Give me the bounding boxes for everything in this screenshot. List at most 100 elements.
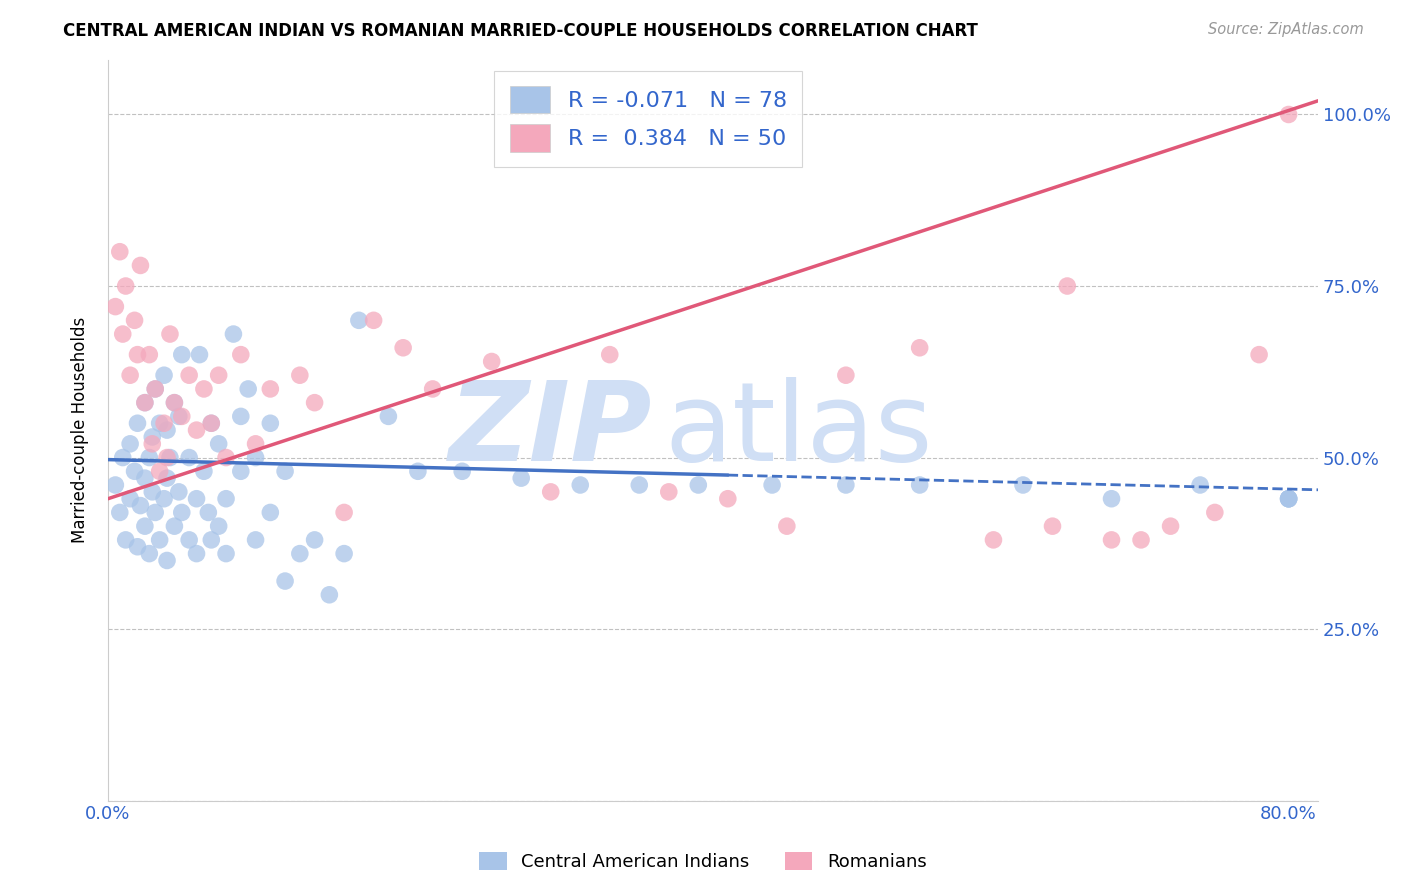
Point — [377, 409, 399, 424]
Point — [304, 533, 326, 547]
Point — [222, 326, 245, 341]
Point — [245, 533, 267, 547]
Point — [153, 416, 176, 430]
Point — [208, 368, 231, 383]
Point — [138, 450, 160, 465]
Point — [333, 505, 356, 519]
Point — [149, 464, 172, 478]
Point — [1278, 107, 1301, 121]
Point — [159, 450, 181, 465]
Point — [111, 450, 134, 465]
Point — [156, 423, 179, 437]
Point — [153, 491, 176, 506]
Point — [1101, 533, 1123, 547]
Legend: Central American Indians, Romanians: Central American Indians, Romanians — [472, 845, 934, 879]
Point — [1278, 491, 1301, 506]
Point — [197, 505, 219, 519]
Y-axis label: Married-couple Households: Married-couple Households — [72, 317, 89, 543]
Point — [108, 244, 131, 259]
Point — [141, 437, 163, 451]
Point — [1204, 505, 1226, 519]
Point — [245, 437, 267, 451]
Point — [200, 416, 222, 430]
Point — [170, 505, 193, 519]
Point — [134, 519, 156, 533]
Point — [170, 409, 193, 424]
Point — [143, 505, 166, 519]
Point — [193, 382, 215, 396]
Point — [120, 368, 142, 383]
Point — [124, 464, 146, 478]
Point — [104, 300, 127, 314]
Point — [193, 464, 215, 478]
Point — [347, 313, 370, 327]
Point — [274, 464, 297, 478]
Point — [776, 519, 799, 533]
Point — [274, 574, 297, 588]
Point — [1012, 478, 1035, 492]
Point — [186, 547, 208, 561]
Text: atlas: atlas — [665, 376, 934, 483]
Point — [127, 416, 149, 430]
Point — [215, 491, 238, 506]
Point — [179, 368, 201, 383]
Point — [717, 491, 740, 506]
Point — [208, 437, 231, 451]
Point — [569, 478, 592, 492]
Point — [688, 478, 710, 492]
Point — [304, 395, 326, 409]
Point — [186, 491, 208, 506]
Legend: R = -0.071   N = 78, R =  0.384   N = 50: R = -0.071 N = 78, R = 0.384 N = 50 — [495, 70, 803, 167]
Point — [111, 326, 134, 341]
Point — [983, 533, 1005, 547]
Point — [599, 348, 621, 362]
Point — [761, 478, 783, 492]
Point — [163, 395, 186, 409]
Point — [259, 505, 281, 519]
Point — [163, 519, 186, 533]
Point — [186, 423, 208, 437]
Point — [1101, 491, 1123, 506]
Point — [127, 348, 149, 362]
Point — [200, 533, 222, 547]
Point — [215, 450, 238, 465]
Point — [229, 348, 252, 362]
Point — [138, 547, 160, 561]
Point — [163, 395, 186, 409]
Point — [1278, 491, 1301, 506]
Point — [167, 409, 190, 424]
Point — [208, 519, 231, 533]
Point — [835, 478, 858, 492]
Point — [156, 450, 179, 465]
Point — [179, 450, 201, 465]
Point — [149, 533, 172, 547]
Text: ZIP: ZIP — [449, 376, 652, 483]
Point — [1278, 491, 1301, 506]
Point — [167, 484, 190, 499]
Point — [1130, 533, 1153, 547]
Point — [179, 533, 201, 547]
Point — [510, 471, 533, 485]
Point — [114, 533, 136, 547]
Point — [288, 368, 311, 383]
Point — [134, 395, 156, 409]
Point — [259, 416, 281, 430]
Point — [1160, 519, 1182, 533]
Point — [259, 382, 281, 396]
Point — [658, 484, 681, 499]
Point — [120, 491, 142, 506]
Point — [156, 471, 179, 485]
Point — [333, 547, 356, 561]
Point — [908, 478, 931, 492]
Point — [141, 484, 163, 499]
Text: CENTRAL AMERICAN INDIAN VS ROMANIAN MARRIED-COUPLE HOUSEHOLDS CORRELATION CHART: CENTRAL AMERICAN INDIAN VS ROMANIAN MARR… — [63, 22, 979, 40]
Point — [318, 588, 340, 602]
Point — [156, 553, 179, 567]
Point — [229, 464, 252, 478]
Point — [1042, 519, 1064, 533]
Point — [215, 547, 238, 561]
Point — [628, 478, 651, 492]
Point — [540, 484, 562, 499]
Point — [120, 437, 142, 451]
Point — [481, 354, 503, 368]
